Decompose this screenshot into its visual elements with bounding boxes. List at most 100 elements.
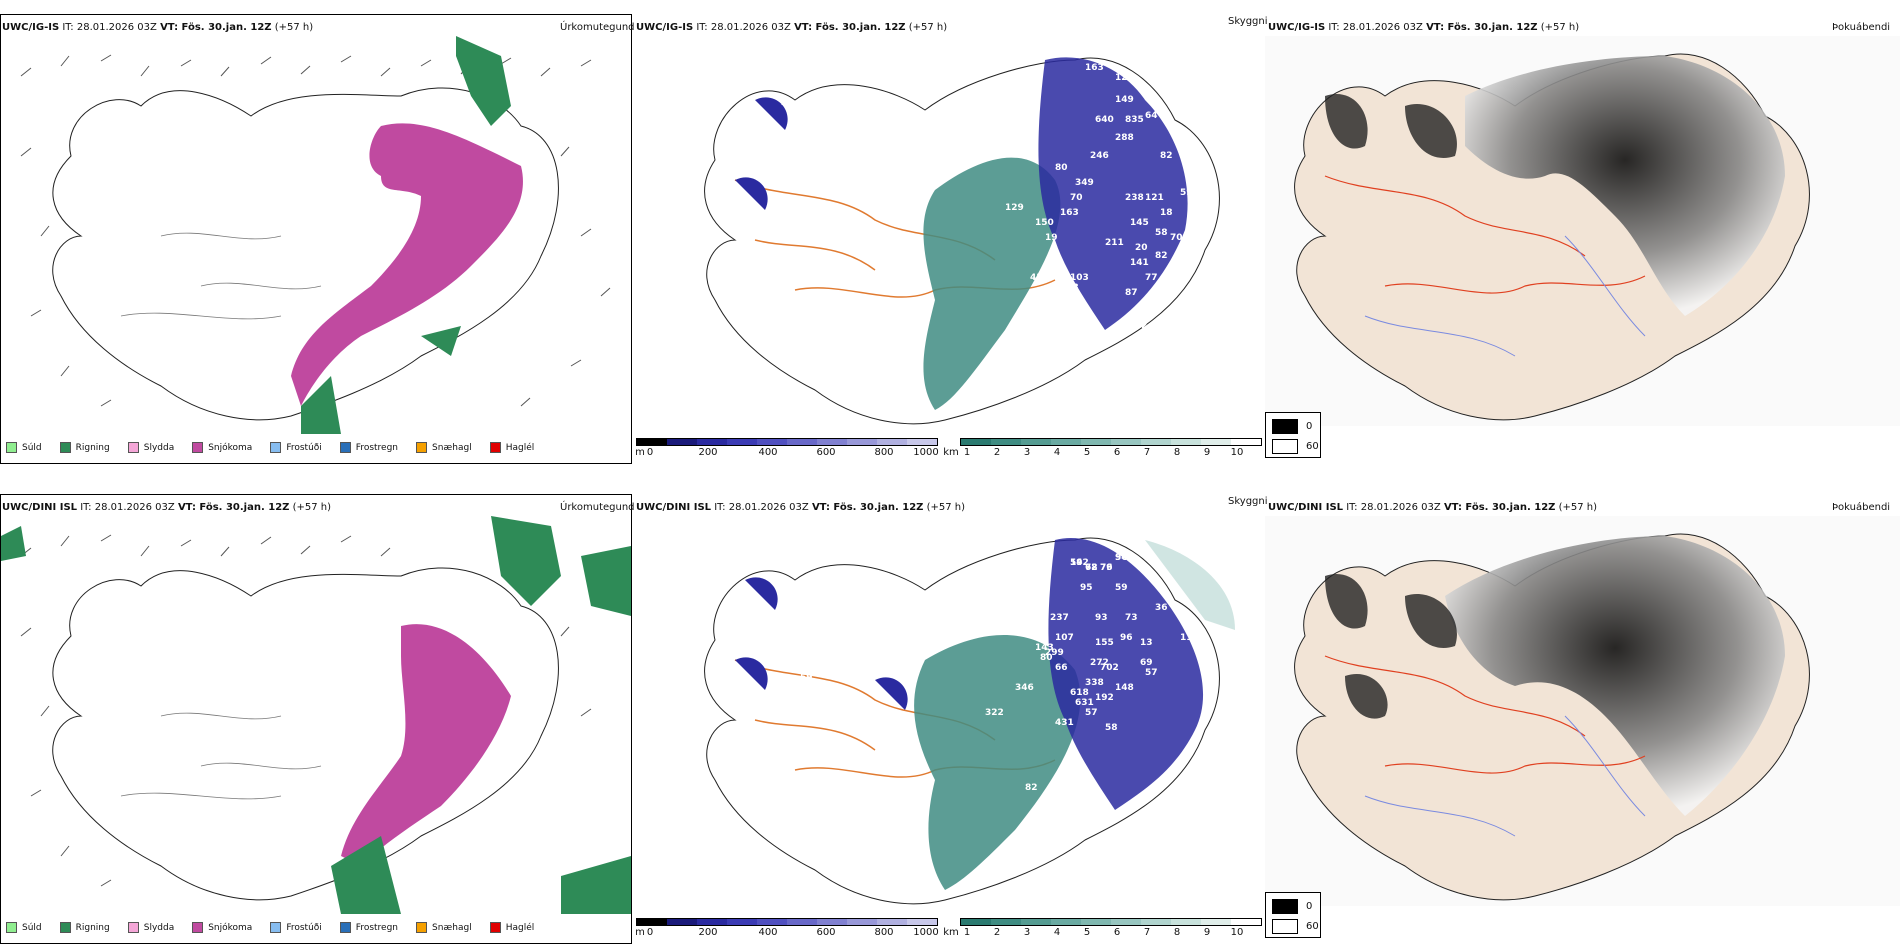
legend-item-freezing-rain: Frostregn (339, 442, 398, 453)
tick-label: 600 (816, 927, 836, 938)
header-precip-2: UWC/DINI ISL IT: 28.01.2026 03Z VT: Fös.… (2, 502, 331, 513)
tick-label: 600 (816, 447, 836, 458)
swatch (59, 922, 71, 933)
legend-item-sleet: Slydda (127, 922, 175, 933)
visibility-colorbar-1 (960, 438, 1262, 446)
model-name: UWC/IG-IS (2, 22, 60, 33)
map-value-label: 150 (1035, 218, 1054, 228)
fog-legend-2: 0 60 (1265, 892, 1321, 938)
map-value-label: 893 (830, 693, 849, 703)
legend-item-hail: Haglél (489, 442, 535, 453)
map-value-label: 299 (1045, 648, 1064, 658)
swatch (270, 922, 282, 933)
precip-map-1 (20, 36, 611, 434)
legend-label: 60 (1306, 921, 1319, 932)
tick-label: 2 (993, 927, 1001, 938)
map-value-label: 640 (1095, 115, 1114, 125)
panel-title-fog-1: Þokuábendi (1832, 22, 1891, 33)
map-value-label: 64 (1145, 111, 1158, 121)
colorbar-unit: km (943, 447, 959, 458)
legend-item-snow: Snjókoma (192, 442, 252, 453)
ceiling-colorbar-2 (636, 918, 938, 926)
header-precip-1: UWC/IG-IS IT: 28.01.2026 03Z VT: Fös. 30… (2, 22, 313, 33)
legend-label: Haglél (505, 442, 535, 453)
map-value-label: 70 (1070, 193, 1083, 203)
ceiling-colorbar-1 (636, 438, 938, 446)
map-value-label: 82 (1155, 251, 1168, 261)
legend-label: Frostregn (355, 922, 399, 933)
panel-title-visibility-1: Skyggni (1228, 16, 1268, 27)
map-value-label: 103 (1070, 273, 1089, 283)
tick-label: 5 (1083, 447, 1091, 458)
init-time: IT: 28.01.2026 03Z (1346, 502, 1441, 513)
map-value-label: 430 (1030, 273, 1049, 283)
map-value-label: 12 (1115, 73, 1128, 83)
lead-time: (+57 h) (926, 502, 966, 513)
lead-time: (+57 h) (1540, 22, 1580, 33)
legend-item-rain: Rigning (59, 922, 110, 933)
tick-label: 1 (963, 447, 971, 458)
map-value-label: 155 (1095, 638, 1114, 648)
swatch (6, 922, 17, 933)
swatch (6, 442, 17, 453)
header-fog-1: UWC/IG-IS IT: 28.01.2026 03Z VT: Fös. 30… (1268, 22, 1579, 33)
fog-area (1445, 536, 1785, 816)
valid-time: VT: Fös. 30.jan. 12Z (794, 22, 906, 33)
legend-item-freezing-drizzle: Frostúði (270, 442, 322, 453)
legend-label: Rigning (75, 442, 110, 453)
init-time: IT: 28.01.2026 03Z (80, 502, 175, 513)
tick-label: 3 (1023, 447, 1031, 458)
map-value-label: 108 (835, 623, 854, 633)
map-value-label: 87 (1125, 288, 1138, 298)
lead-time: (+57 h) (274, 22, 314, 33)
legend-label: Rigning (75, 922, 110, 933)
colorbar-unit: m (635, 447, 645, 458)
model-name: UWC/IG-IS (1268, 22, 1326, 33)
map-value-label: 72 (1085, 563, 1098, 573)
map-value-label: 702 (1100, 663, 1119, 673)
map-value-label: 570 (1090, 843, 1109, 853)
low-visibility-area (914, 635, 1081, 890)
map-value-label: 67 (805, 188, 818, 198)
rain-area (301, 36, 511, 434)
tick-label: 1000 (913, 447, 939, 458)
legend-item-sleet: Slydda (127, 442, 175, 453)
legend-label: Slydda (143, 442, 175, 453)
legend-label: Slydda (143, 922, 175, 933)
panel-title-fog-2: Þokuábendi (1832, 502, 1891, 513)
panel-title-visibility-2: Skyggni (1228, 496, 1268, 507)
tick-label: 10 (1230, 927, 1244, 938)
map-value-label: 59 (1115, 583, 1128, 593)
map-value-label: 618 (1070, 688, 1089, 698)
tick-label: 800 (874, 927, 894, 938)
map-value-label: 141 (1130, 258, 1149, 268)
precip-legend-2: Súld Rigning Slydda Snjókoma Frostúði Fr… (6, 922, 534, 933)
map-value-label: 274 (855, 653, 874, 663)
map-value-label: 76 (1100, 563, 1113, 573)
tick-label: 4 (1053, 447, 1061, 458)
lead-time: (+57 h) (292, 502, 332, 513)
map-value-label: 75 (780, 98, 793, 108)
swatch (1272, 419, 1298, 434)
tick-label: 1 (963, 927, 971, 938)
tick-label: 200 (698, 927, 718, 938)
colorbar-unit: km (943, 927, 959, 938)
low-ceiling-area (1048, 538, 1204, 810)
map-value-label: 96 (1120, 633, 1133, 643)
map-value-label: 77 (1145, 273, 1158, 283)
map-value-label: 288 (1115, 133, 1134, 143)
map-value-label: 36 (1155, 603, 1168, 613)
map-value-label: 188 (1010, 378, 1029, 388)
swatch (192, 442, 204, 453)
tick-label: 5 (1083, 927, 1091, 938)
map-value-label: 68 (1085, 563, 1098, 573)
header-visibility-2: UWC/DINI ISL IT: 28.01.2026 03Z VT: Fös.… (636, 502, 965, 513)
ceiling-colorbar-labels-1: m 0 200 400 600 800 1000 (635, 447, 939, 461)
fog-legend-row: 0 (1272, 419, 1312, 434)
map-value-label: 18 (1160, 208, 1173, 218)
fog-map-2 (1265, 516, 1900, 906)
visibility-colorbar-2 (960, 918, 1262, 926)
colorbar-unit: m (635, 927, 645, 938)
legend-label: Snjókoma (208, 922, 253, 933)
swatch (416, 922, 428, 933)
